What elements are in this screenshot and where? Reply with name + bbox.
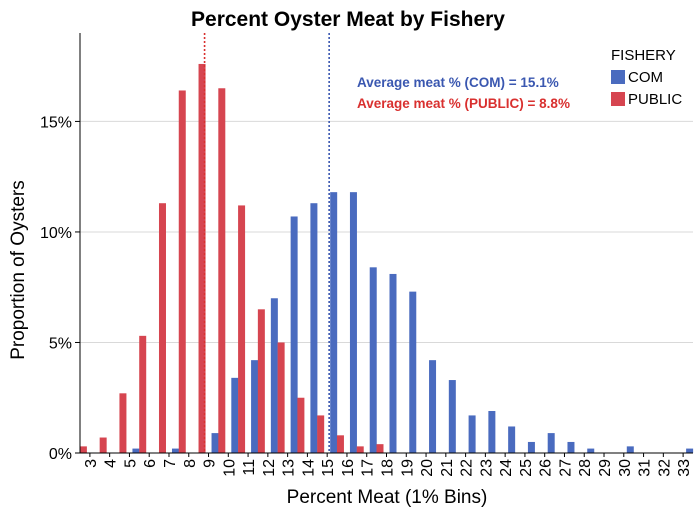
x-tick-label: 13 <box>281 459 298 477</box>
x-tick-label: 25 <box>518 459 535 477</box>
bar-com-11 <box>251 360 259 453</box>
bar-public-14 <box>297 397 305 453</box>
y-tick-label: 5% <box>49 335 72 352</box>
chart-title: Percent Oyster Meat by Fishery <box>191 8 505 31</box>
bar-com-30 <box>626 446 634 453</box>
bar-com-25 <box>527 441 535 453</box>
x-tick-label: 7 <box>162 459 179 468</box>
y-axis-label: Proportion of Oysters <box>8 180 29 360</box>
bar-public-12 <box>257 309 265 453</box>
bar-com-33 <box>686 448 694 453</box>
x-ticks: 3 4 5 6 7 8 9 10 11 12 13 14 15 16 17 18 19 20 21 22 23 24 25 2… <box>83 453 693 477</box>
bar-public-16 <box>336 435 344 453</box>
x-tick-label: 12 <box>261 459 278 477</box>
bar-com-17 <box>369 267 377 453</box>
y-tick-label: 15% <box>40 114 72 131</box>
x-tick-label: 21 <box>439 459 456 477</box>
x-tick-label: 17 <box>360 459 377 477</box>
x-tick-label: 23 <box>478 459 495 477</box>
bar-com-21 <box>448 380 456 453</box>
bar-public-18 <box>376 444 384 453</box>
x-tick-label: 28 <box>577 459 594 477</box>
x-tick-label: 29 <box>597 459 614 477</box>
reference-lines <box>203 33 330 453</box>
bar-public-3 <box>79 446 87 453</box>
bar-com-23 <box>488 411 496 453</box>
bar-com-16 <box>349 192 357 453</box>
y-tick-label: 10% <box>40 225 72 242</box>
legend-swatch-com <box>611 70 625 84</box>
bar-com-9 <box>211 433 219 453</box>
x-tick-label: 8 <box>182 459 199 468</box>
bar-public-17 <box>356 446 364 453</box>
annotations: Average meat % (COM) = 15.1% Average mea… <box>357 75 570 111</box>
bar-com-27 <box>567 441 575 453</box>
bar-com-7 <box>171 448 179 453</box>
annotation-com-average: Average meat % (COM) = 15.1% <box>357 75 559 90</box>
bar-com-20 <box>429 360 437 453</box>
x-tick-label: 10 <box>221 459 238 477</box>
legend: FISHERY COM PUBLIC <box>611 47 682 108</box>
bar-public-4 <box>99 437 107 453</box>
x-tick-label: 5 <box>122 459 139 468</box>
bar-public-15 <box>317 415 325 453</box>
bar-public-7 <box>158 203 166 453</box>
x-axis-label: Percent Meat (1% Bins) <box>287 487 488 508</box>
bar-com-10 <box>231 377 239 453</box>
x-tick-label: 15 <box>320 459 337 477</box>
bar-public-6 <box>139 335 147 453</box>
x-tick-label: 22 <box>459 459 476 477</box>
x-tick-label: 31 <box>637 459 654 477</box>
legend-title: FISHERY <box>611 47 676 64</box>
y-tick-label: 0% <box>49 446 72 463</box>
bar-com-28 <box>587 448 595 453</box>
x-tick-label: 3 <box>83 459 100 468</box>
bar-com-26 <box>547 433 555 453</box>
legend-label-public: PUBLIC <box>628 91 682 108</box>
y-ticks: 0% 5% 10% 15% <box>40 114 80 463</box>
bar-com-14 <box>310 203 318 453</box>
bar-com-22 <box>468 415 476 453</box>
x-tick-label: 19 <box>399 459 416 477</box>
x-tick-label: 33 <box>676 459 693 477</box>
x-tick-label: 27 <box>557 459 574 477</box>
x-tick-label: 30 <box>617 459 634 477</box>
bar-com-12 <box>270 298 278 453</box>
x-tick-label: 4 <box>103 459 120 468</box>
bar-com-24 <box>508 426 516 453</box>
x-tick-label: 16 <box>340 459 357 477</box>
x-tick-label: 14 <box>300 459 317 477</box>
x-tick-label: 18 <box>380 459 397 477</box>
bar-public-9 <box>198 63 206 454</box>
x-tick-label: 24 <box>498 459 515 477</box>
x-tick-label: 6 <box>142 459 159 468</box>
bar-com-13 <box>290 216 298 453</box>
x-tick-label: 32 <box>656 459 673 477</box>
bar-public-13 <box>277 342 285 453</box>
legend-swatch-public <box>611 92 625 106</box>
bar-com-5 <box>132 448 140 453</box>
x-tick-label: 26 <box>538 459 555 477</box>
x-tick-label: 11 <box>241 459 258 476</box>
annotation-public-average: Average meat % (PUBLIC) = 8.8% <box>357 96 570 111</box>
legend-item-com: COM <box>611 69 663 86</box>
bar-public-11 <box>238 205 246 453</box>
bar-public-10 <box>218 88 226 454</box>
bar-com-19 <box>409 291 417 453</box>
legend-label-com: COM <box>628 69 663 86</box>
bars <box>79 63 694 454</box>
bar-public-8 <box>178 90 186 453</box>
x-tick-label: 9 <box>202 459 219 468</box>
bar-public-5 <box>119 393 127 453</box>
x-tick-label: 20 <box>419 459 436 477</box>
legend-item-public: PUBLIC <box>611 91 682 108</box>
bar-com-15 <box>330 192 338 453</box>
bar-com-18 <box>389 273 397 453</box>
